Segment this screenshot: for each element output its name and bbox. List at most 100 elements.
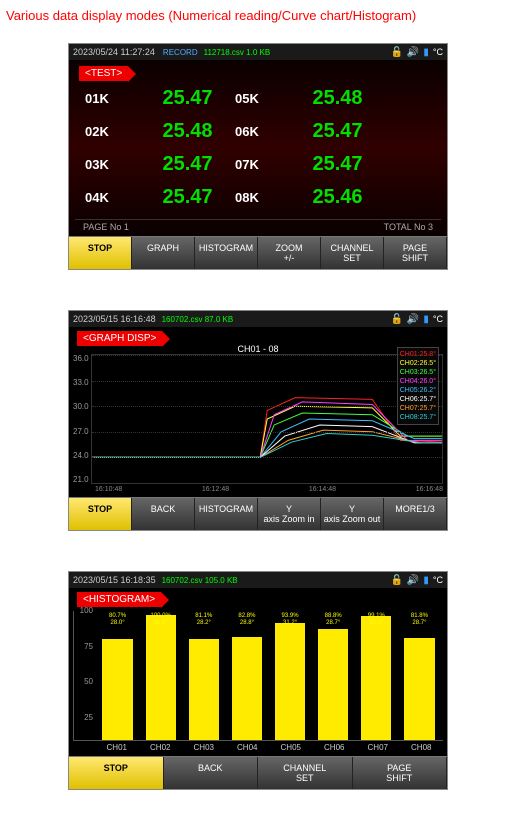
histogram-button[interactable]: HISTOGRAM (195, 498, 258, 530)
bar-x-label: CH02 (139, 741, 183, 756)
bar-top-label: 82.8%28.8° (225, 613, 268, 627)
channel-label: 05K (235, 91, 290, 106)
page-no: PAGE No 1 (83, 222, 129, 232)
y-axis-zoom-in-button[interactable]: Yaxis Zoom in (258, 498, 321, 530)
x-tick: 16:12:48 (202, 486, 229, 493)
stop-button[interactable]: STOP (69, 237, 132, 269)
file-info: 160702.csv 87.0 KB (162, 315, 234, 324)
lock-icon: 🔓 (390, 575, 402, 586)
back-button[interactable]: BACK (164, 757, 259, 789)
stop-button[interactable]: STOP (69, 757, 164, 789)
status-bar: 2023/05/24 11:27:24 RECORD 112718.csv 1.… (69, 44, 447, 60)
bar-x-label: CH01 (95, 741, 139, 756)
mode-tag: <HISTOGRAM> (77, 592, 161, 607)
bar-column: 81.1%28.2° (182, 615, 225, 740)
unit-label: °C (433, 47, 443, 57)
bar-column: 82.8%28.8° (225, 615, 268, 740)
unit-label: °C (433, 575, 443, 585)
bar-top-label: 99.1%31.2° (355, 613, 398, 627)
legend-item: CH01:25.8° (400, 350, 436, 359)
numerical-panel: 2023/05/24 11:27:24 RECORD 112718.csv 1.… (68, 43, 448, 270)
bar-top-label: 100.0%32.0° (139, 613, 182, 627)
histogram-panel: 2023/05/15 16:18:35 160702.csv 105.0 KB … (68, 571, 448, 790)
bar-top-label: 80.7%28.0° (96, 613, 139, 627)
battery-icon: ▮ (423, 575, 429, 586)
bar-x-label: CH03 (182, 741, 226, 756)
bar-top-label: 88.8%28.7° (312, 613, 355, 627)
channel-value: 25.48 (300, 87, 375, 110)
bar-top-label: 81.1%28.2° (182, 613, 225, 627)
status-bar: 2023/05/15 16:18:35 160702.csv 105.0 KB … (69, 572, 447, 588)
bar-top-label: 81.8%28.7° (398, 613, 441, 627)
channel-label: 03K (85, 157, 140, 172)
channel-set-button[interactable]: CHANNELSET (321, 237, 384, 269)
zoom--button[interactable]: ZOOM+/- (258, 237, 321, 269)
bar (361, 616, 391, 740)
bar-x-label: CH05 (269, 741, 313, 756)
bar (318, 629, 348, 740)
sound-icon: 🔊 (407, 575, 419, 586)
page-shift-button[interactable]: PAGESHIFT (353, 757, 448, 789)
histogram-button[interactable]: HISTOGRAM (195, 237, 258, 269)
more1-3-button[interactable]: MORE1/3 (384, 498, 447, 530)
histogram-bars: 80.7%28.0° 100.0%32.0° 81.1%28.2° 82.8%2… (73, 611, 443, 741)
y-tick: 36.0 (73, 354, 89, 363)
bar-x-label: CH08 (400, 741, 444, 756)
graph-plot (91, 354, 443, 484)
bar-column: 81.8%28.7° (398, 615, 441, 740)
status-bar: 2023/05/15 16:16:48 160702.csv 87.0 KB 🔓… (69, 311, 447, 327)
sound-icon: 🔊 (407, 47, 419, 58)
lock-icon: 🔓 (390, 314, 402, 325)
channel-label: 01K (85, 91, 140, 106)
channel-value: 25.47 (300, 120, 375, 143)
datetime-text: 2023/05/15 16:16:48 (73, 314, 156, 324)
bar (102, 639, 132, 740)
mode-tag: <GRAPH DISP> (77, 331, 162, 346)
datetime-text: 2023/05/15 16:18:35 (73, 575, 156, 585)
battery-icon: ▮ (423, 47, 429, 58)
record-label: RECORD (163, 48, 198, 57)
legend-item: CH02:26.5° (400, 359, 436, 368)
legend-item: CH05:26.2° (400, 386, 436, 395)
y-tick: 24.0 (73, 451, 89, 460)
legend-item: CH08:25.7° (400, 413, 436, 422)
x-tick: 16:16:48 (416, 486, 443, 493)
channel-value: 25.47 (300, 153, 375, 176)
bar-x-label: CH04 (226, 741, 270, 756)
lock-icon: 🔓 (390, 47, 402, 58)
legend-item: CH07:25.7° (400, 404, 436, 413)
channel-value: 25.46 (300, 186, 375, 209)
channel-label: 04K (85, 190, 140, 205)
channel-value: 25.47 (150, 87, 225, 110)
graph-button[interactable]: GRAPH (132, 237, 195, 269)
bar-column: 93.9%31.2° (269, 615, 312, 740)
bar-top-label: 93.9%31.2° (269, 613, 312, 627)
legend-item: CH06:25.7° (400, 395, 436, 404)
channel-label: 07K (235, 157, 290, 172)
legend-item: CH03:26.5° (400, 368, 436, 377)
sound-icon: 🔊 (407, 314, 419, 325)
file-info: 160702.csv 105.0 KB (162, 576, 238, 585)
page-shift-button[interactable]: PAGESHIFT (384, 237, 447, 269)
y-tick: 30.0 (73, 402, 89, 411)
channel-set-button[interactable]: CHANNELSET (258, 757, 353, 789)
channel-label: 06K (235, 124, 290, 139)
file-info: 112718.csv 1.0 KB (204, 48, 271, 57)
stop-button[interactable]: STOP (69, 498, 132, 530)
legend-item: CH04:26.0° (400, 377, 436, 386)
y-axis-zoom-out-button[interactable]: Yaxis Zoom out (321, 498, 384, 530)
bar (404, 638, 434, 740)
bar (275, 623, 305, 740)
back-button[interactable]: BACK (132, 498, 195, 530)
x-tick: 16:10:48 (95, 486, 122, 493)
caption-text: Various data display modes (Numerical re… (0, 0, 516, 43)
y-tick: 21.0 (73, 475, 89, 484)
datetime-text: 2023/05/24 11:27:24 (73, 47, 155, 57)
y-tick: 27.0 (73, 427, 89, 436)
unit-label: °C (433, 314, 443, 324)
channel-label: 08K (235, 190, 290, 205)
bar-column: 88.8%28.7° (312, 615, 355, 740)
bar-column: 100.0%32.0° (139, 615, 182, 740)
x-tick: 16:14:48 (309, 486, 336, 493)
battery-icon: ▮ (423, 314, 429, 325)
